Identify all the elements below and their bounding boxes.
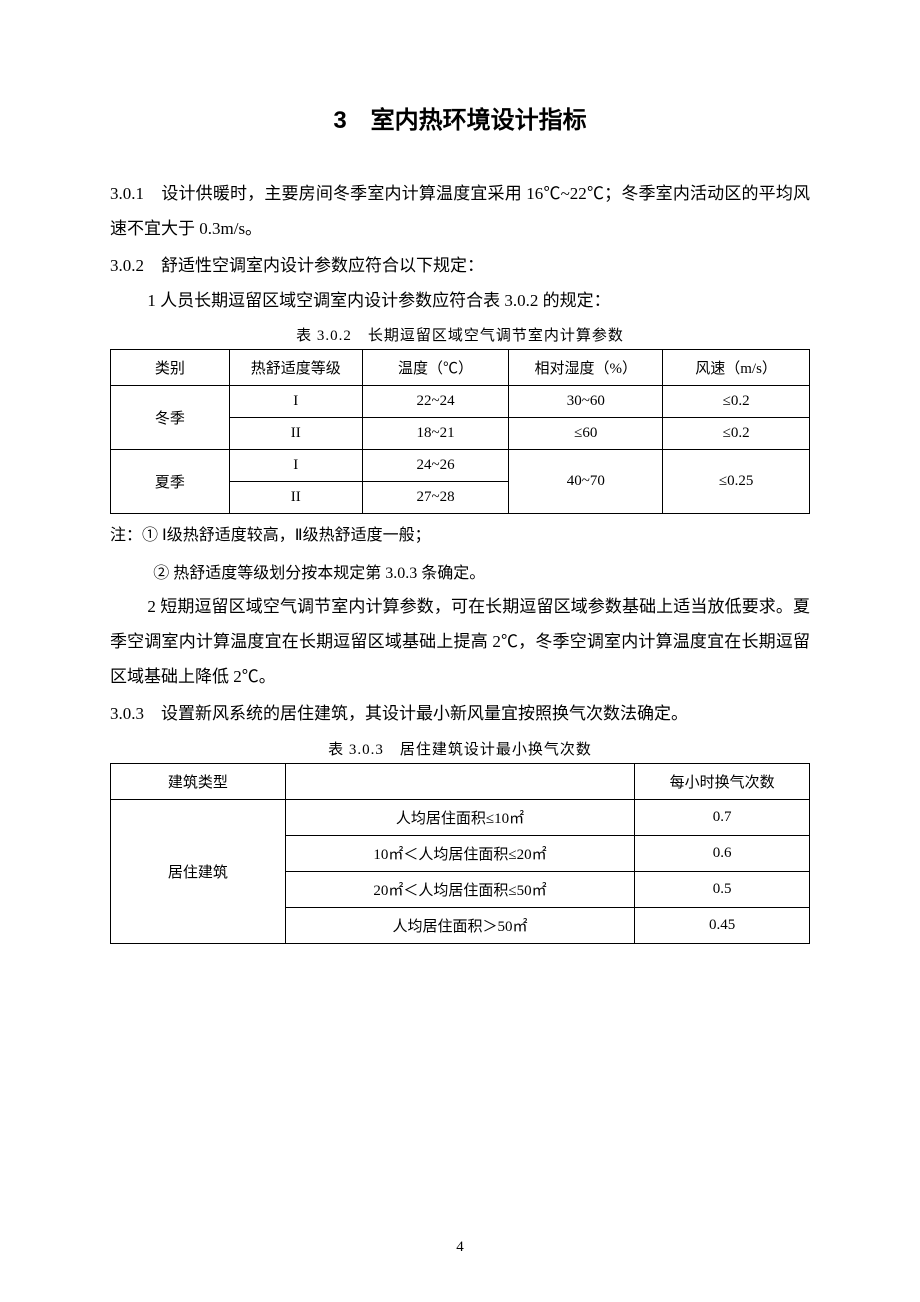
th-air-change: 每小时换气次数 bbox=[635, 763, 810, 799]
cell-winter: 冬季 bbox=[111, 386, 230, 450]
cell-value: 0.45 bbox=[635, 907, 810, 943]
th-humidity: 相对湿度（%） bbox=[509, 350, 663, 386]
cell-value: 0.6 bbox=[635, 835, 810, 871]
clause-3-0-2-item2: 2 短期逗留区域空气调节室内计算参数，可在长期逗留区域参数基础上适当放低要求。夏… bbox=[110, 590, 810, 695]
cell-temp: 18~21 bbox=[362, 418, 509, 450]
table-header-row: 建筑类型 每小时换气次数 bbox=[111, 763, 810, 799]
page-number: 4 bbox=[0, 1239, 920, 1256]
table-3-0-2: 类别 热舒适度等级 温度（℃） 相对湿度（%） 风速（m/s） 冬季 I 22~… bbox=[110, 349, 810, 514]
th-condition bbox=[285, 763, 635, 799]
table-3-0-3-caption: 表 3.0.3 居住建筑设计最小换气次数 bbox=[110, 738, 810, 759]
chapter-title: 3 室内热环境设计指标 bbox=[110, 100, 810, 135]
clause-3-0-2-item1: 1 人员长期逗留区域空调室内设计参数应符合表 3.0.2 的规定： bbox=[110, 284, 810, 319]
cell-value: 0.5 bbox=[635, 871, 810, 907]
table-3-0-2-note-2: ② 热舒适度等级划分按本规定第 3.0.3 条确定。 bbox=[110, 558, 810, 590]
cell-summer: 夏季 bbox=[111, 450, 230, 514]
table-row: 夏季 I 24~26 40~70 ≤0.25 bbox=[111, 450, 810, 482]
cell-temp: 24~26 bbox=[362, 450, 509, 482]
cell-temp: 27~28 bbox=[362, 482, 509, 514]
cell-value: 0.7 bbox=[635, 799, 810, 835]
cell-rh: ≤60 bbox=[509, 418, 663, 450]
cell-condition: 人均居住面积＞50㎡ bbox=[285, 907, 635, 943]
cell-level: I bbox=[229, 386, 362, 418]
table-3-0-2-caption: 表 3.0.2 长期逗留区域空气调节室内计算参数 bbox=[110, 324, 810, 345]
cell-rh: 30~60 bbox=[509, 386, 663, 418]
cell-ws: ≤0.2 bbox=[663, 386, 810, 418]
cell-condition: 人均居住面积≤10㎡ bbox=[285, 799, 635, 835]
cell-ws-summer: ≤0.25 bbox=[663, 450, 810, 514]
th-wind-speed: 风速（m/s） bbox=[663, 350, 810, 386]
table-row: 居住建筑 人均居住面积≤10㎡ 0.7 bbox=[111, 799, 810, 835]
clause-3-0-3-lead: 3.0.3 设置新风系统的居住建筑，其设计最小新风量宜按照换气次数法确定。 bbox=[110, 697, 810, 732]
th-temperature: 温度（℃） bbox=[362, 350, 509, 386]
cell-level: II bbox=[229, 418, 362, 450]
cell-temp: 22~24 bbox=[362, 386, 509, 418]
table-3-0-2-note-1: 注：① Ⅰ级热舒适度较高，Ⅱ级热舒适度一般； bbox=[110, 520, 810, 552]
th-building-type: 建筑类型 bbox=[111, 763, 286, 799]
cell-condition: 10㎡＜人均居住面积≤20㎡ bbox=[285, 835, 635, 871]
cell-level: II bbox=[229, 482, 362, 514]
th-category: 类别 bbox=[111, 350, 230, 386]
table-3-0-3: 建筑类型 每小时换气次数 居住建筑 人均居住面积≤10㎡ 0.7 10㎡＜人均居… bbox=[110, 763, 810, 944]
cell-condition: 20㎡＜人均居住面积≤50㎡ bbox=[285, 871, 635, 907]
cell-rh-summer: 40~70 bbox=[509, 450, 663, 514]
clause-3-0-1: 3.0.1 设计供暖时，主要房间冬季室内计算温度宜采用 16℃~22℃；冬季室内… bbox=[110, 177, 810, 247]
table-row: 冬季 I 22~24 30~60 ≤0.2 bbox=[111, 386, 810, 418]
table-header-row: 类别 热舒适度等级 温度（℃） 相对湿度（%） 风速（m/s） bbox=[111, 350, 810, 386]
cell-ws: ≤0.2 bbox=[663, 418, 810, 450]
th-comfort-level: 热舒适度等级 bbox=[229, 350, 362, 386]
cell-residential: 居住建筑 bbox=[111, 799, 286, 943]
cell-level: I bbox=[229, 450, 362, 482]
clause-3-0-2-lead: 3.0.2 舒适性空调室内设计参数应符合以下规定： bbox=[110, 249, 810, 284]
